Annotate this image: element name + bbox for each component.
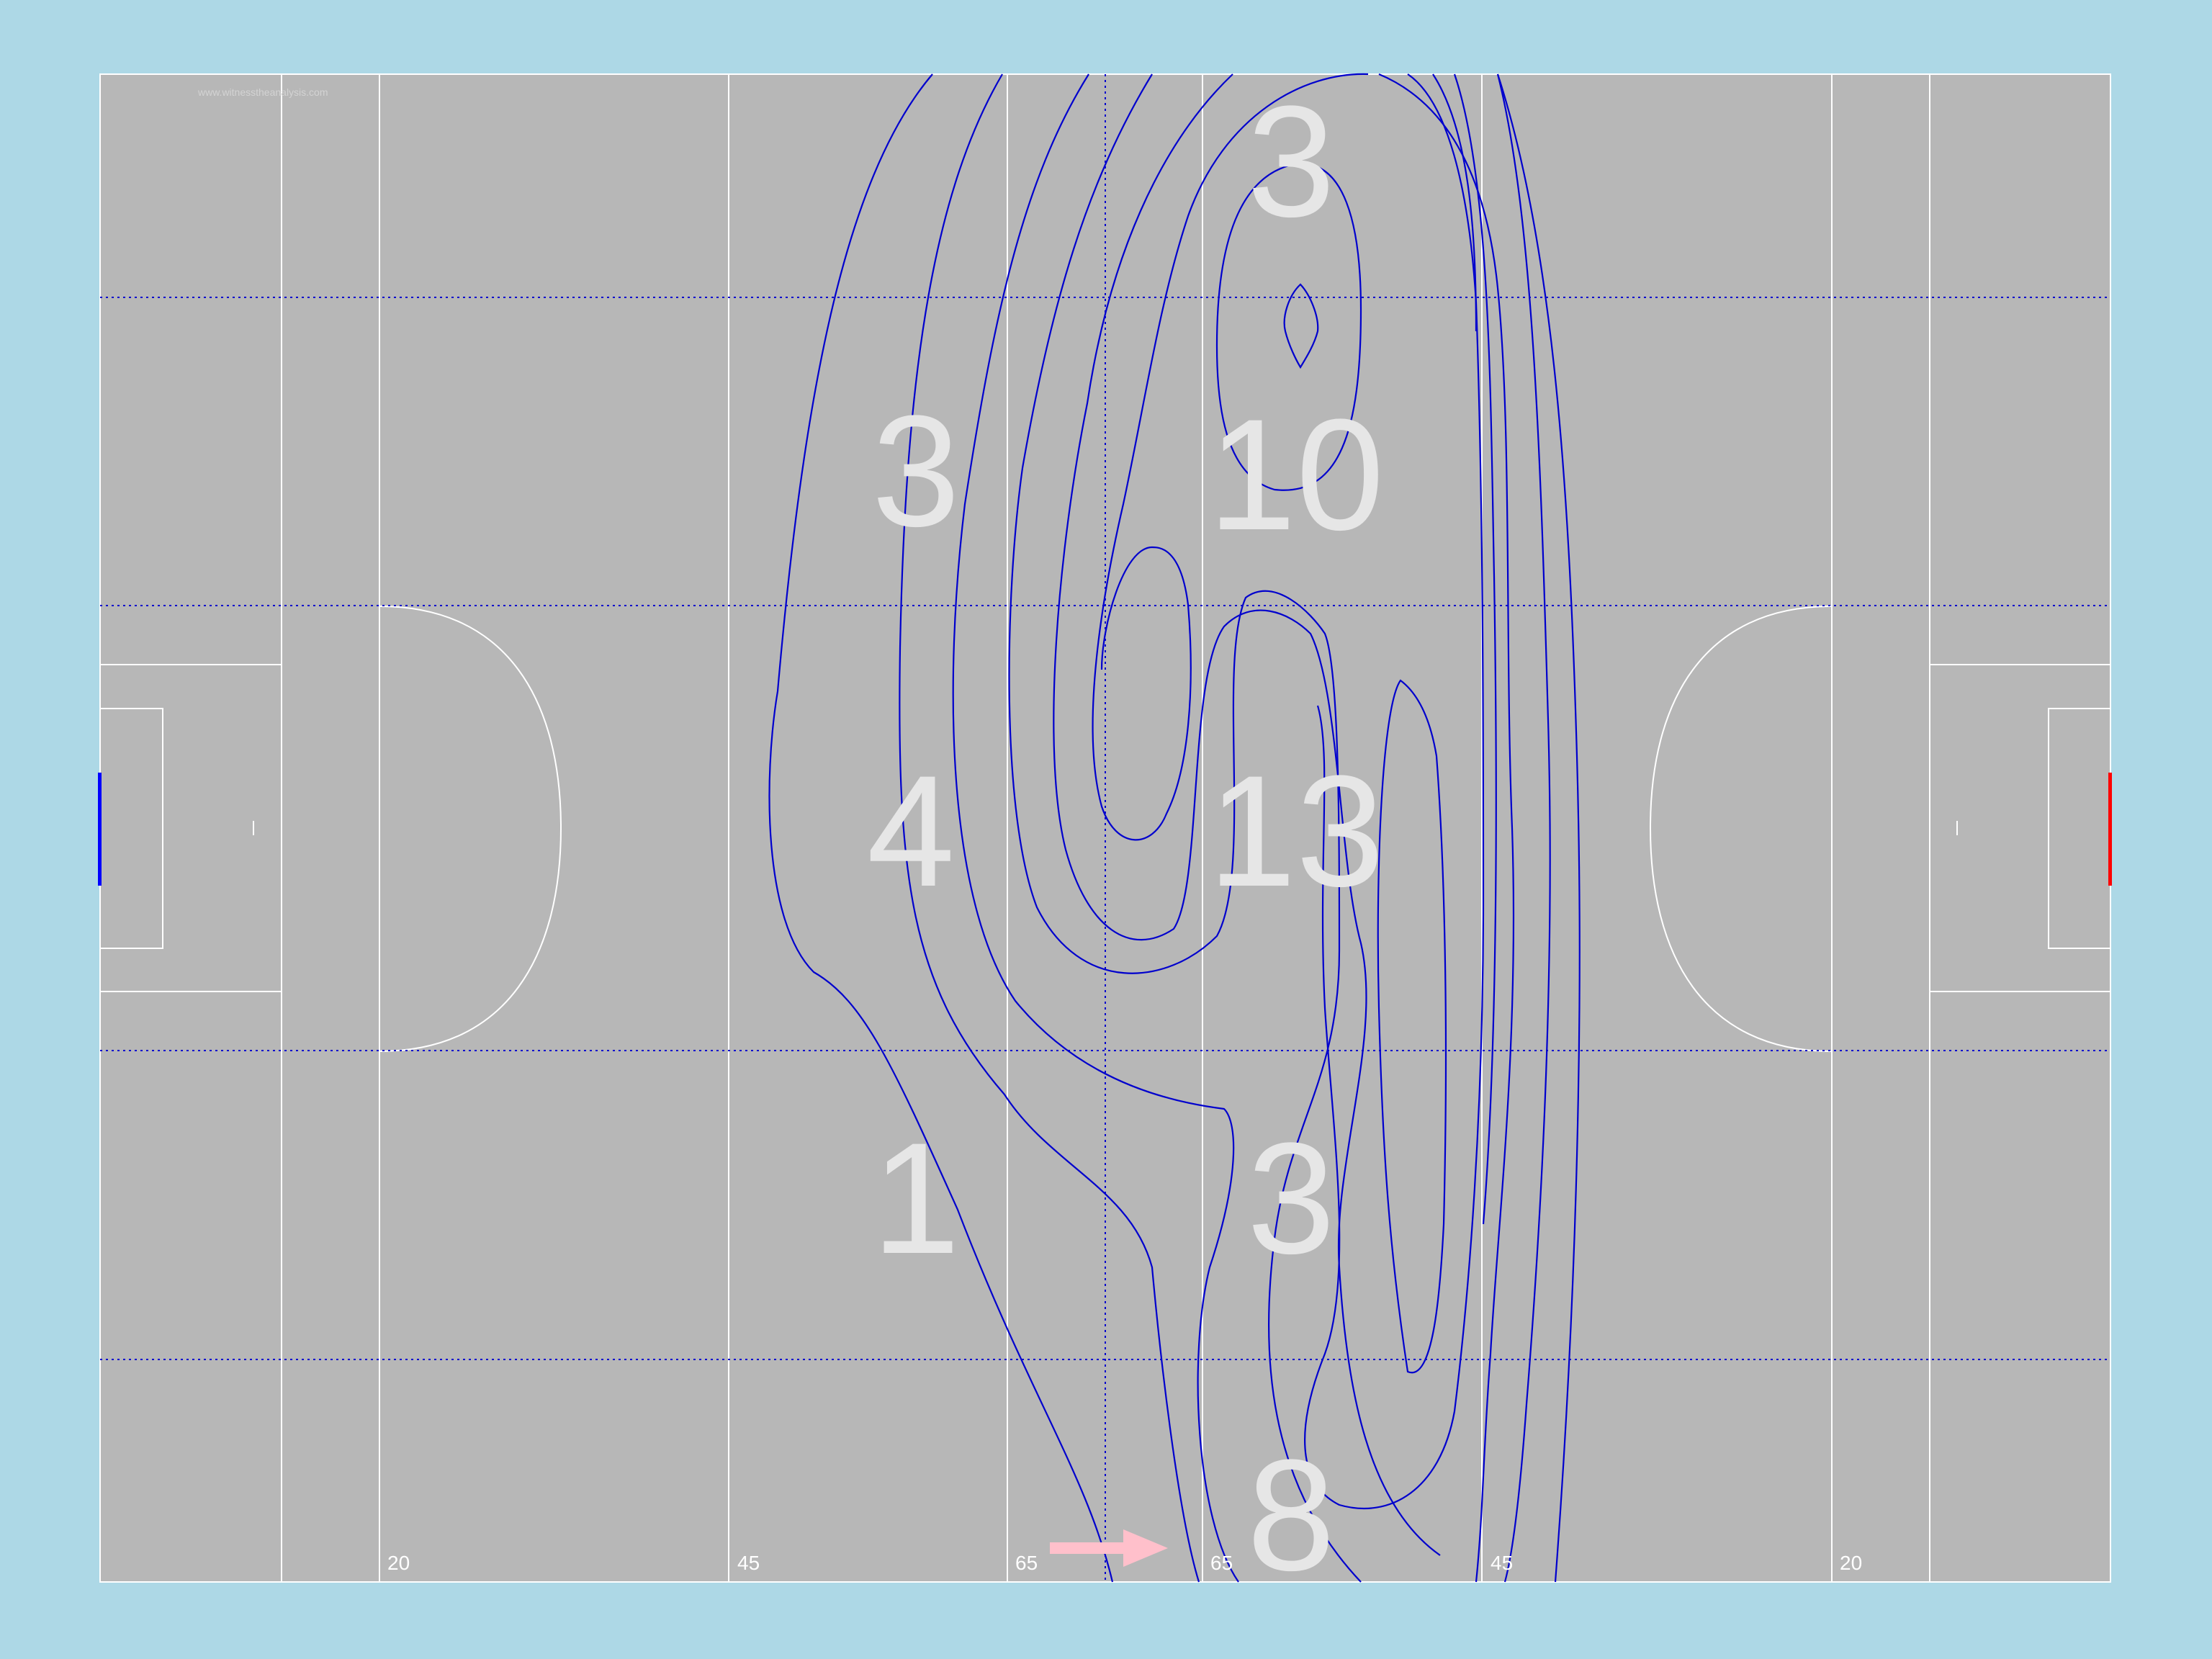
contour-7 xyxy=(1378,73,1515,1583)
zone-count-zone-3: 3 xyxy=(872,382,960,559)
contour-5 xyxy=(1053,73,1441,1556)
contour-11 xyxy=(1496,73,1551,1583)
distance-label-5: 20 xyxy=(1840,1552,1862,1574)
distance-label-0: 20 xyxy=(387,1552,410,1574)
contour-2 xyxy=(899,73,1200,1583)
zone-count-zone-5: 13 xyxy=(1208,742,1385,920)
right-goal xyxy=(2108,773,2112,886)
density-contours xyxy=(768,73,1581,1583)
contour-14 xyxy=(1283,283,1319,369)
left-goal xyxy=(98,773,102,886)
watermark: www.witnesstheanalysis.com xyxy=(197,86,328,98)
contour-10 xyxy=(1453,73,1497,1225)
distance-label-1: 45 xyxy=(737,1552,760,1574)
contour-6 xyxy=(1092,73,1369,841)
contour-13 xyxy=(1215,163,1362,491)
zone-count-zone-2: 10 xyxy=(1208,386,1385,563)
pitch-distance-labels: 20 45 65 65 45 20 xyxy=(387,1552,1862,1574)
direction-arrow xyxy=(1050,1529,1168,1567)
contour-8 xyxy=(1304,73,1485,1510)
distance-label-4: 45 xyxy=(1491,1552,1513,1574)
arc-right xyxy=(1649,606,1833,1052)
contour-1 xyxy=(768,73,1114,1583)
contour-15 xyxy=(1377,679,1447,1374)
contour-3 xyxy=(952,73,1239,1583)
arrow-head xyxy=(1123,1529,1168,1567)
small-rect-left xyxy=(100,708,163,949)
small-rect-right xyxy=(2048,708,2110,949)
zone-count-zone-7: 3 xyxy=(1247,1110,1335,1287)
arrow-shaft xyxy=(1050,1542,1129,1554)
large-rect-right xyxy=(1929,664,2110,992)
contour-12 xyxy=(1496,73,1581,1583)
contour-4 xyxy=(1008,73,1362,1583)
zone-count-zone-6: 1 xyxy=(872,1110,960,1287)
zone-count-zone-1: 3 xyxy=(1247,73,1335,250)
large-rect-left xyxy=(100,664,282,992)
pitch-markings xyxy=(100,74,2110,1582)
contour-9 xyxy=(1432,73,1478,332)
zone-count-zone-4: 4 xyxy=(867,742,955,920)
distance-label-2: 65 xyxy=(1015,1552,1038,1574)
arc-left xyxy=(379,606,562,1052)
distance-label-3: 65 xyxy=(1210,1552,1233,1574)
zone-count-zone-8: 8 xyxy=(1247,1426,1335,1604)
zone-grid xyxy=(100,74,2110,1582)
